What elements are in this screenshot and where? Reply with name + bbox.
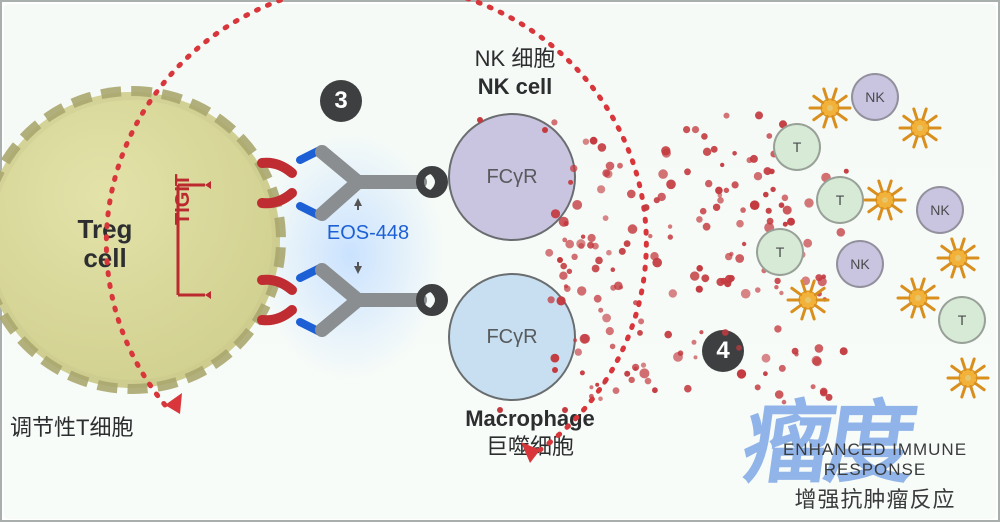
dendritic-cell-icon xyxy=(786,278,830,322)
nk-small-cell: NK xyxy=(836,240,884,288)
t-small-cell: T xyxy=(938,296,986,344)
dendritic-cell-icon xyxy=(896,276,940,320)
nk-small-cell: NK xyxy=(851,73,899,121)
dendritic-cell-icon xyxy=(808,86,852,130)
enhanced-en1: ENHANCED IMMUNE xyxy=(755,440,995,460)
dendritic-cell-icon xyxy=(946,356,990,400)
t-small-cell: T xyxy=(773,123,821,171)
t-small-cell: T xyxy=(756,228,804,276)
dendritic-cell-icon xyxy=(863,178,907,222)
dendritic-cell-icon xyxy=(898,106,942,150)
nk-small-cell: NK xyxy=(916,186,964,234)
enhanced-en2: RESPONSE xyxy=(755,460,995,480)
enhanced-zh: 增强抗肿瘤反应 xyxy=(755,482,995,514)
enhanced-response: ENHANCED IMMUNE RESPONSE 增强抗肿瘤反应 xyxy=(755,440,995,514)
t-small-cell: T xyxy=(816,176,864,224)
dendritic-cell-icon xyxy=(936,236,980,280)
